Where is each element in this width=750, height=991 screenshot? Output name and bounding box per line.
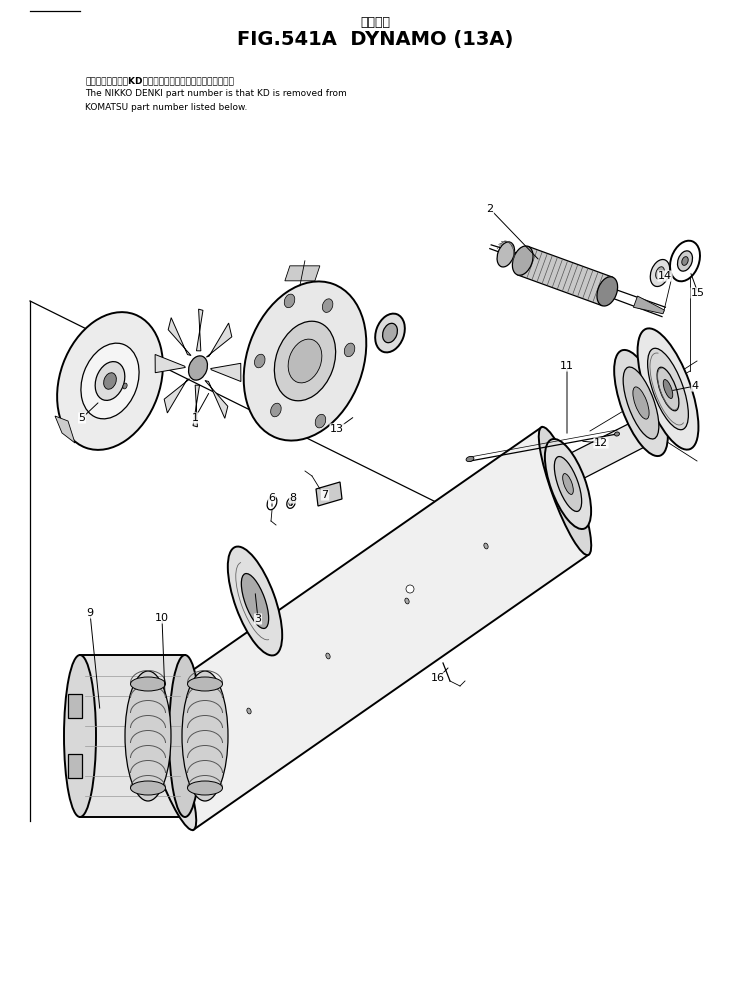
- Ellipse shape: [538, 427, 591, 555]
- Ellipse shape: [663, 380, 673, 398]
- Text: 10: 10: [155, 613, 169, 623]
- Ellipse shape: [657, 368, 679, 411]
- Polygon shape: [147, 427, 588, 829]
- Ellipse shape: [650, 260, 670, 286]
- Text: KOMATSU part number listed below.: KOMATSU part number listed below.: [85, 102, 248, 112]
- Ellipse shape: [633, 386, 649, 419]
- Ellipse shape: [244, 281, 366, 441]
- Text: 品番のメーカ記号KDを除いたものが日貢電機の品番です。: 品番のメーカ記号KDを除いたものが日貢電機の品番です。: [85, 76, 234, 85]
- Ellipse shape: [545, 439, 591, 529]
- Ellipse shape: [284, 294, 295, 307]
- Ellipse shape: [271, 403, 281, 417]
- Polygon shape: [206, 323, 232, 357]
- Text: ダイナモ: ダイナモ: [360, 17, 390, 30]
- Polygon shape: [168, 318, 191, 356]
- Polygon shape: [196, 309, 203, 351]
- Text: 7: 7: [322, 490, 328, 500]
- Ellipse shape: [682, 257, 688, 266]
- Ellipse shape: [597, 276, 617, 306]
- Polygon shape: [193, 385, 200, 427]
- Text: 11: 11: [560, 361, 574, 371]
- Ellipse shape: [375, 313, 405, 353]
- Ellipse shape: [247, 709, 251, 714]
- Ellipse shape: [670, 241, 700, 281]
- Ellipse shape: [228, 546, 282, 655]
- Text: 3: 3: [254, 614, 262, 624]
- Polygon shape: [316, 482, 342, 506]
- Ellipse shape: [405, 599, 410, 604]
- Text: 4: 4: [692, 381, 698, 391]
- Ellipse shape: [242, 574, 268, 628]
- Polygon shape: [555, 413, 660, 488]
- Text: 12: 12: [594, 438, 608, 448]
- Ellipse shape: [188, 356, 208, 381]
- Text: 14: 14: [658, 271, 672, 281]
- Ellipse shape: [466, 457, 474, 462]
- Text: 5: 5: [79, 413, 86, 423]
- Ellipse shape: [406, 585, 414, 593]
- Polygon shape: [68, 694, 82, 718]
- Ellipse shape: [562, 474, 573, 495]
- Polygon shape: [55, 416, 75, 443]
- Ellipse shape: [614, 432, 620, 436]
- Text: 13: 13: [330, 424, 344, 434]
- Text: 9: 9: [86, 608, 94, 618]
- Ellipse shape: [677, 251, 692, 272]
- Ellipse shape: [638, 328, 698, 450]
- Ellipse shape: [554, 457, 582, 511]
- Ellipse shape: [123, 384, 128, 388]
- Ellipse shape: [125, 671, 171, 801]
- Polygon shape: [80, 655, 185, 817]
- Ellipse shape: [512, 246, 533, 275]
- Ellipse shape: [614, 350, 668, 456]
- Polygon shape: [211, 364, 241, 382]
- Ellipse shape: [182, 671, 228, 801]
- Text: The NIKKO DENKI part number is that KD is removed from: The NIKKO DENKI part number is that KD i…: [85, 89, 346, 98]
- Text: 6: 6: [268, 493, 275, 503]
- Ellipse shape: [81, 343, 139, 419]
- Text: 15: 15: [691, 288, 705, 298]
- Ellipse shape: [484, 543, 488, 549]
- Polygon shape: [285, 266, 320, 280]
- Ellipse shape: [623, 367, 658, 439]
- Polygon shape: [518, 247, 613, 305]
- Ellipse shape: [274, 321, 336, 400]
- Polygon shape: [68, 754, 82, 778]
- Ellipse shape: [130, 677, 166, 691]
- Ellipse shape: [169, 655, 201, 817]
- Ellipse shape: [57, 312, 163, 450]
- Ellipse shape: [188, 677, 223, 691]
- Ellipse shape: [288, 339, 322, 383]
- Ellipse shape: [188, 781, 223, 795]
- Ellipse shape: [130, 781, 166, 795]
- Ellipse shape: [144, 702, 196, 830]
- Ellipse shape: [104, 373, 116, 389]
- Text: 2: 2: [487, 204, 494, 214]
- Ellipse shape: [95, 362, 124, 400]
- Ellipse shape: [315, 414, 326, 428]
- Ellipse shape: [344, 343, 355, 357]
- Ellipse shape: [64, 655, 96, 817]
- Polygon shape: [155, 355, 185, 373]
- Polygon shape: [205, 381, 228, 418]
- Text: 1: 1: [191, 413, 199, 423]
- Ellipse shape: [326, 653, 330, 659]
- Ellipse shape: [382, 323, 398, 343]
- Ellipse shape: [254, 354, 265, 368]
- Ellipse shape: [648, 348, 688, 430]
- Text: 16: 16: [431, 673, 445, 683]
- Polygon shape: [164, 379, 190, 413]
- Ellipse shape: [656, 267, 664, 279]
- Text: FIG.541A  DYNAMO (13A): FIG.541A DYNAMO (13A): [237, 31, 513, 50]
- Ellipse shape: [497, 242, 514, 267]
- Text: 8: 8: [290, 493, 296, 503]
- Polygon shape: [634, 296, 664, 314]
- Ellipse shape: [322, 299, 333, 312]
- Ellipse shape: [289, 500, 293, 505]
